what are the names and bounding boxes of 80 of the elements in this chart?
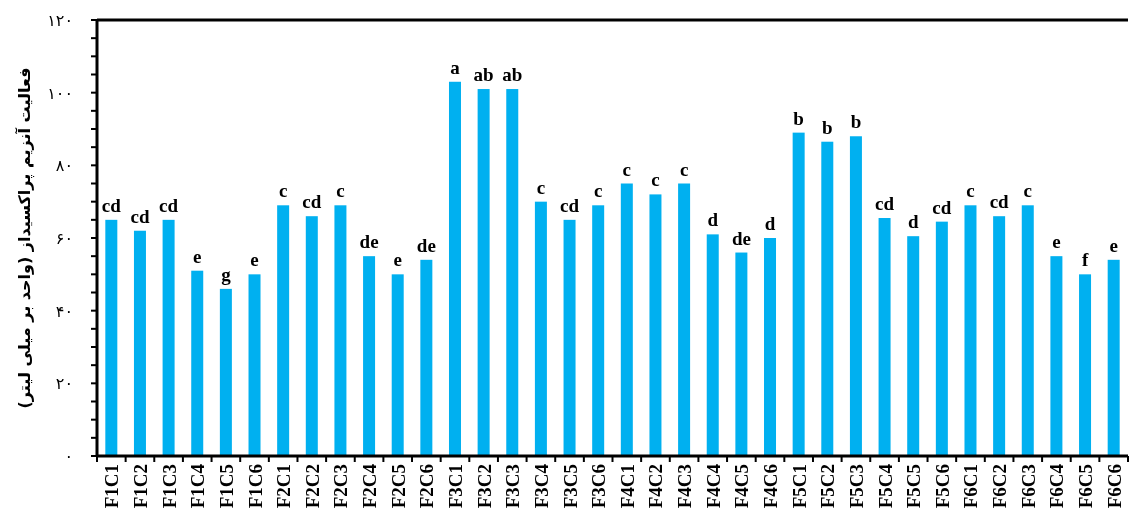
x-tick-label: F4C5 [731, 464, 753, 509]
y-tick-label: ۲۰ [55, 374, 73, 394]
data-label: e [1109, 234, 1118, 256]
x-tick-label: F6C3 [1017, 464, 1039, 509]
x-tick-label: F1C4 [187, 463, 209, 509]
x-tick-label: F1C3 [158, 464, 180, 509]
x-tick-label: F6C1 [960, 464, 982, 509]
data-label: d [707, 209, 719, 231]
data-label: cd [130, 205, 150, 227]
data-label: b [850, 111, 862, 133]
x-tick-label: F4C4 [702, 463, 724, 509]
data-label: c [536, 176, 546, 198]
data-label: cd [932, 196, 952, 218]
data-label: c [622, 158, 632, 180]
data-label: d [907, 211, 919, 233]
data-label: e [250, 249, 259, 271]
data-label: cd [875, 193, 895, 215]
x-tick-label: F1C6 [244, 464, 266, 509]
y-tick-label: ۸۰ [55, 156, 73, 176]
data-label: e [393, 249, 402, 271]
x-tick-label: F5C3 [845, 464, 867, 509]
data-label: e [193, 245, 202, 267]
x-tick-label: F1C1 [101, 464, 123, 509]
x-tick-label: F3C2 [473, 464, 495, 509]
data-label: de [416, 234, 436, 256]
x-tick-label: F2C3 [330, 464, 352, 509]
data-label: cd [101, 194, 122, 216]
x-tick-label: F2C2 [301, 464, 323, 509]
x-tick-label: F3C3 [502, 464, 524, 509]
y-tick-label: ۰ [64, 447, 73, 466]
x-tick-label: F6C5 [1075, 464, 1097, 509]
x-tick-label: F2C6 [416, 464, 438, 509]
data-label: cd [989, 191, 1010, 213]
x-tick-label: F5C5 [903, 464, 925, 509]
data-label: c [278, 180, 288, 202]
y-tick-label: ۶۰ [55, 229, 73, 248]
x-tick-label: F4C2 [645, 464, 667, 509]
data-label: f [1081, 249, 1089, 271]
x-tick-label: F2C4 [359, 463, 381, 509]
data-label: a [450, 56, 461, 78]
data-label: c [679, 158, 689, 180]
data-label: b [822, 116, 833, 138]
x-tick-label: F5C6 [931, 464, 953, 509]
x-tick-label: F1C5 [215, 464, 237, 509]
x-tick-label: F4C1 [616, 464, 638, 509]
data-label: b [793, 107, 804, 129]
x-tick-label: F2C5 [387, 464, 409, 509]
x-tick-label: F3C6 [588, 464, 610, 509]
data-label: cd [159, 194, 179, 216]
data-label: g [221, 263, 232, 285]
x-tick-label: F4C6 [760, 464, 782, 509]
data-label: e [1052, 231, 1061, 253]
x-tick-label: F5C4 [874, 463, 896, 509]
x-tick-label: F4C3 [674, 464, 696, 509]
y-tick-label: ۱۲۰ [47, 11, 73, 30]
y-tick-label: ۱۰۰ [47, 83, 73, 103]
data-label: cd [560, 194, 580, 216]
x-tick-label: F5C1 [788, 464, 810, 509]
x-tick-label: F2C1 [273, 464, 295, 509]
x-tick-label: F6C6 [1103, 464, 1125, 509]
x-tick-label: F5C2 [817, 464, 839, 509]
data-label: cd [302, 191, 322, 213]
data-label: c [593, 180, 603, 202]
data-label: ab [473, 64, 494, 86]
data-label: c [336, 180, 345, 202]
data-label: c [1023, 180, 1032, 202]
data-label: c [966, 180, 975, 202]
data-label: de [731, 227, 751, 249]
y-axis-title: فعالیت آنزیم پراکسیداز (واحد بر میلی لیتر) [14, 67, 35, 409]
x-tick-label: F3C4 [530, 463, 552, 509]
x-tick-label: F6C4 [1046, 463, 1068, 509]
data-label: de [359, 231, 379, 253]
x-tick-label: F1C2 [129, 464, 151, 509]
data-label: c [651, 169, 660, 191]
x-tick-label: F3C5 [559, 464, 581, 509]
x-tick-label: F6C2 [989, 464, 1011, 509]
x-tick-label: F3C1 [444, 464, 466, 509]
y-tick-label: ۴۰ [55, 301, 73, 321]
data-label: ab [502, 64, 523, 86]
data-label: d [764, 213, 776, 234]
